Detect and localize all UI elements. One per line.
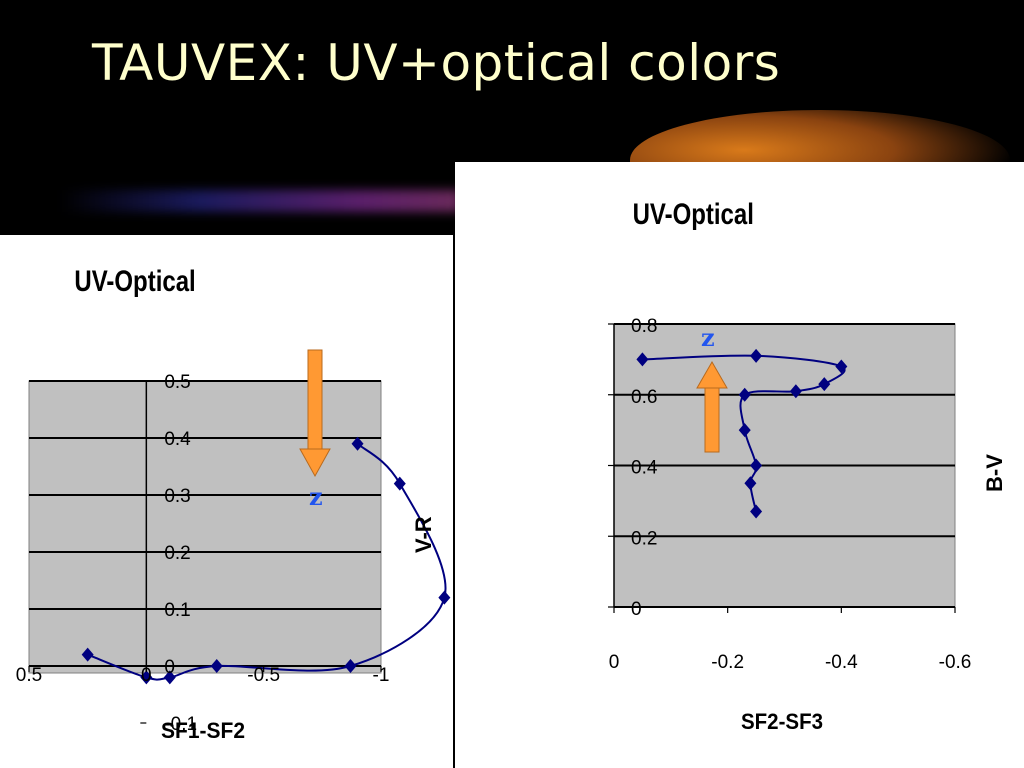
y-tick-label: 0.3 (164, 486, 190, 507)
data-point (818, 377, 831, 392)
y-tick-label: 0.8 (631, 316, 657, 337)
left-chart: -0.1 0 0.1 0.2 0.3 0.4 0.5 0.5 0 -0.5 -1 UV-Optica… (16, 263, 451, 743)
title-glow-band (60, 190, 460, 212)
right-chart-panel: 0 0.2 0.4 0.6 0.8 0 -0.2 -0.4 -0.6 UV-Optical SF… (455, 162, 1024, 768)
x-tick-label: -0.4 (825, 652, 858, 673)
y-tick-label: 0.1 (164, 600, 190, 621)
right-chart: 0 0.2 0.4 0.6 0.8 0 -0.2 -0.4 -0.6 UV-Optical SF… (608, 196, 1007, 734)
data-point (344, 659, 357, 673)
data-point (750, 504, 763, 519)
left-chart-title: UV-Optical (74, 263, 195, 297)
right-z-label: z (701, 323, 715, 352)
data-point (738, 423, 751, 438)
x-tick-label: -1 (373, 665, 390, 686)
series-line (642, 354, 846, 512)
data-point (744, 476, 757, 491)
data-point (351, 436, 364, 451)
data-point (438, 590, 451, 605)
left-plot-area (28, 380, 382, 674)
x-tick-label: 0.5 (16, 665, 42, 686)
x-tick-label: -0.2 (711, 652, 744, 673)
series-line (87, 442, 447, 681)
left-chart-panel: -0.1 0 0.1 0.2 0.3 0.4 0.5 0.5 0 -0.5 -1 UV-Optica… (0, 235, 453, 768)
left-z-label: z (309, 482, 323, 511)
right-x-axis-label: SF2-SF3 (741, 709, 823, 734)
x-tick-label: -0.6 (939, 652, 972, 673)
data-point (140, 670, 153, 685)
y-tick-label: 0.5 (164, 372, 190, 393)
y-tick-label: 0.6 (631, 387, 657, 408)
data-point (636, 352, 649, 367)
data-point (835, 359, 848, 374)
left-x-axis-label: SF1-SF2 (161, 718, 245, 743)
y-tick-label: 0.4 (631, 458, 658, 479)
data-point (210, 659, 223, 673)
y-tick-label: 0 (164, 657, 175, 678)
data-point (163, 670, 176, 685)
right-chart-title: UV-Optical (633, 196, 754, 230)
data-point (393, 476, 406, 491)
data-point (750, 458, 763, 473)
data-point (738, 387, 751, 402)
data-point (81, 647, 94, 662)
x-tick-label: -0.5 (247, 665, 280, 686)
right-y-axis-label: B-V (982, 454, 1007, 492)
data-point (750, 348, 763, 363)
left-z-arrow (299, 349, 331, 478)
x-tick-label: 0 (609, 652, 620, 673)
y-tick-label: 0.4 (164, 429, 191, 450)
y-tick-label: 0 (631, 599, 642, 620)
right-z-arrow (696, 360, 728, 453)
y-tick-label: -0.1 (164, 714, 197, 735)
x-tick-label: 0 (141, 665, 152, 686)
y-tick-label: 0.2 (164, 543, 190, 564)
data-point (789, 384, 802, 399)
y-tick-label: 0.2 (631, 528, 657, 549)
slide-title: TAUVEX: UV+optical colors (92, 34, 781, 92)
